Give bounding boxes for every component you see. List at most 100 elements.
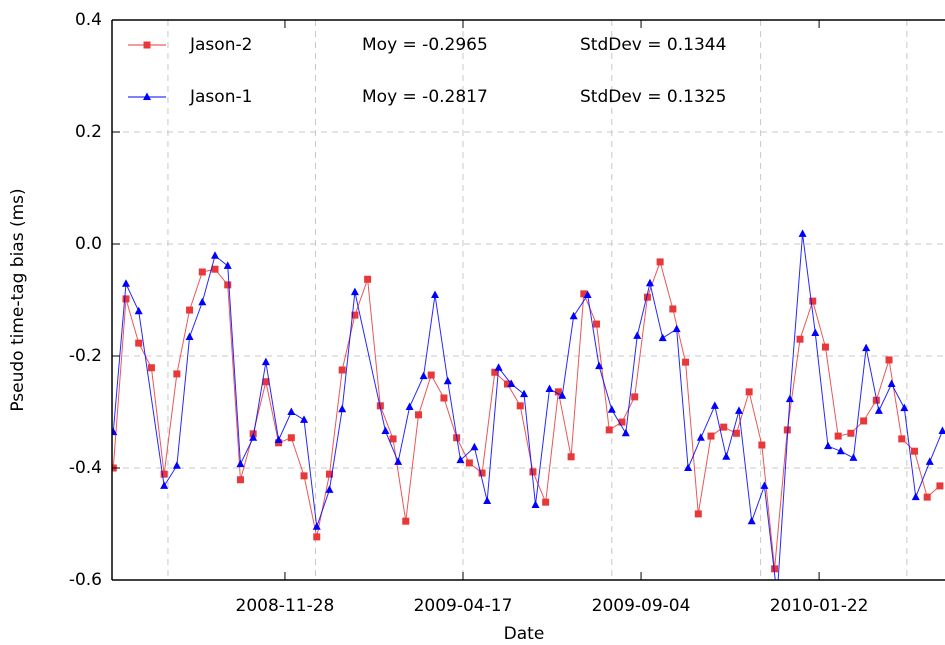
data-point — [414, 411, 422, 419]
data-point — [656, 258, 664, 266]
data-point — [325, 470, 333, 478]
data-point — [350, 287, 359, 296]
data-point — [734, 406, 743, 414]
data-point — [516, 402, 524, 410]
legend-marker — [143, 41, 151, 49]
y-tick-label: 0.2 — [75, 122, 102, 142]
data-point — [874, 406, 883, 414]
data-point — [710, 401, 719, 409]
data-point — [760, 481, 769, 489]
data-point — [885, 356, 893, 364]
data-point — [223, 261, 232, 269]
data-point — [135, 339, 143, 347]
x-tick-label: 2009-04-17 — [414, 596, 513, 616]
data-point — [112, 427, 118, 436]
data-point — [274, 435, 283, 443]
data-point — [682, 358, 690, 366]
data-point — [643, 293, 651, 301]
data-point — [796, 335, 804, 343]
legend-label: Jason-1 — [189, 87, 252, 107]
data-point — [173, 370, 181, 378]
data-point — [811, 328, 820, 337]
data-point — [798, 229, 807, 237]
data-point — [211, 251, 220, 259]
data-point — [325, 485, 334, 493]
data-point — [122, 295, 130, 303]
data-point — [621, 428, 630, 437]
y-tick-label: 0.0 — [75, 234, 102, 254]
data-point — [160, 481, 169, 489]
data-point — [684, 463, 693, 471]
data-point — [658, 333, 667, 342]
y-axis-label: Pseudo time-tag bias (ms) — [8, 188, 28, 411]
data-point — [633, 331, 642, 339]
data-point — [554, 388, 562, 396]
data-point — [338, 366, 346, 374]
data-point — [542, 498, 550, 506]
data-point — [186, 306, 194, 314]
data-point — [198, 268, 206, 276]
data-point — [887, 379, 896, 387]
data-point — [443, 376, 452, 385]
data-point — [494, 363, 503, 371]
y-tick-label: -0.4 — [69, 458, 102, 478]
data-point — [249, 433, 258, 441]
data-point — [669, 305, 677, 313]
data-point — [351, 311, 359, 319]
legend-stat: StdDev = 0.1325 — [580, 87, 726, 107]
data-point — [287, 434, 295, 442]
axes: -0.6 -0.4 -0.2 0.0 0.2 0.4 2008-11-28 2009-04-1… — [69, 10, 945, 616]
data-point — [520, 389, 529, 398]
legend-item: Jason-1 Moy = -0.2817 StdDev = 0.1325 — [128, 87, 726, 107]
data-point — [722, 452, 731, 460]
legend-stat: Moy = -0.2817 — [362, 87, 488, 107]
data-point — [923, 493, 931, 501]
data-point — [849, 453, 858, 461]
data-point — [483, 496, 492, 505]
data-point — [456, 455, 465, 464]
data-point — [720, 423, 728, 431]
data-point — [821, 343, 829, 351]
data-point — [261, 357, 270, 366]
x-tick-label: 2008-11-28 — [236, 596, 335, 616]
data-point — [823, 441, 832, 450]
data-point — [427, 371, 435, 379]
data-point — [747, 516, 756, 525]
data-point — [911, 492, 920, 501]
data-point — [707, 432, 715, 440]
legend-item: Jason-2 Moy = -0.2965 StdDev = 0.1344 — [128, 35, 726, 55]
data-point — [440, 394, 448, 402]
data-point — [618, 418, 626, 426]
y-tick-label: 0.4 — [75, 10, 102, 30]
data-point — [694, 510, 702, 518]
series-line — [112, 233, 943, 580]
data-point — [809, 297, 817, 305]
data-point — [898, 435, 906, 443]
data-point — [470, 442, 479, 451]
data-point — [672, 324, 681, 333]
data-point — [531, 500, 540, 508]
data-point — [185, 332, 194, 340]
data-point — [860, 417, 868, 425]
data-point — [580, 290, 588, 298]
data-point — [338, 404, 347, 413]
data-point — [478, 469, 486, 477]
data-point — [147, 364, 155, 372]
data-point — [211, 265, 219, 273]
data-point — [507, 379, 516, 387]
data-point — [605, 426, 613, 434]
data-point — [431, 290, 440, 298]
legend-stat: StdDev = 0.1344 — [580, 35, 726, 55]
data-point — [785, 394, 794, 403]
x-axis-label: Date — [504, 624, 545, 644]
data-point — [732, 429, 740, 437]
data-point — [936, 482, 944, 490]
data-point — [836, 446, 845, 455]
legend-label: Jason-2 — [189, 35, 252, 55]
y-tick-label: -0.6 — [69, 570, 102, 590]
data-point — [925, 457, 934, 465]
data-point — [558, 391, 567, 399]
data-point — [300, 472, 308, 480]
data-point — [569, 311, 578, 320]
